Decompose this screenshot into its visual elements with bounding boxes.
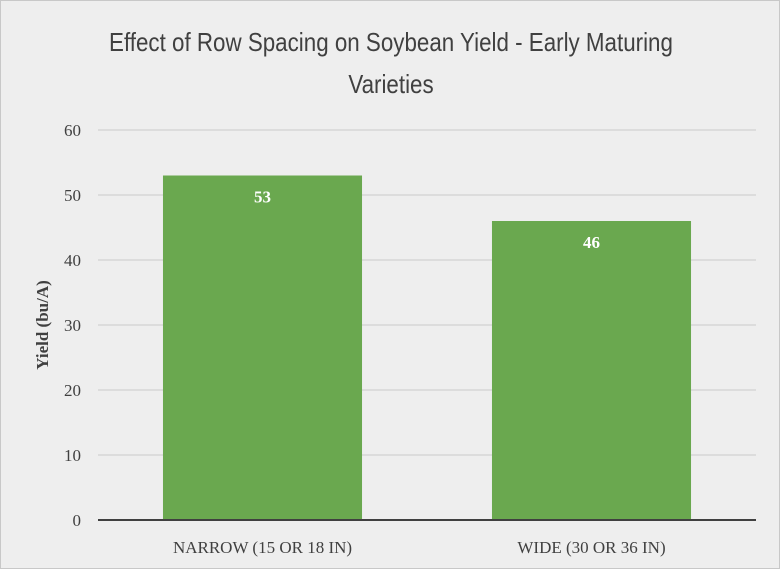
bar — [162, 175, 363, 520]
x-category-label: WIDE (30 OR 36 IN) — [517, 538, 665, 557]
y-tick-label: 60 — [64, 121, 81, 140]
y-tick-label: 50 — [64, 186, 81, 205]
data-label: 46 — [583, 233, 600, 252]
x-category-label: NARROW (15 OR 18 IN) — [173, 538, 352, 557]
y-axis-title: Yield (bu/A) — [33, 280, 52, 370]
y-tick-label: 10 — [64, 446, 81, 465]
y-tick-label: 40 — [64, 251, 81, 270]
chart-title: Effect of Row Spacing on Soybean Yield -… — [109, 27, 673, 99]
y-tick-label: 30 — [64, 316, 81, 335]
y-tick-label: 0 — [73, 511, 82, 530]
data-label: 53 — [254, 188, 271, 207]
y-tick-label: 20 — [64, 381, 81, 400]
bar — [491, 221, 692, 520]
